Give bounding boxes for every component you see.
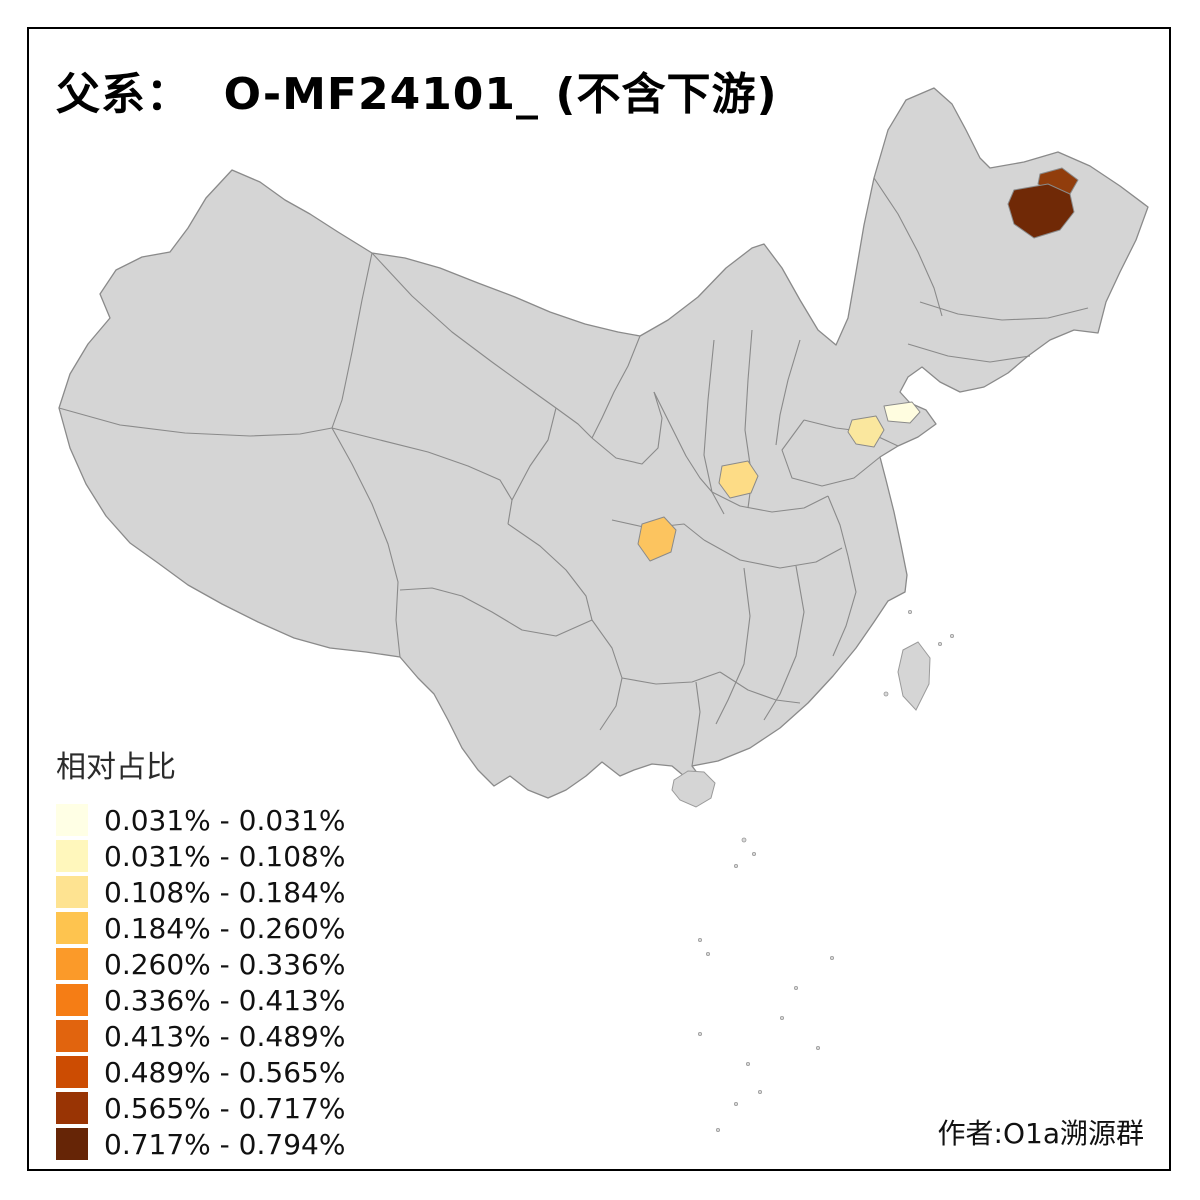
- legend-label: 0.108% - 0.184%: [104, 875, 346, 909]
- legend-item: 0.413% - 0.489%: [56, 1018, 345, 1054]
- legend-item: 0.031% - 0.031%: [56, 802, 345, 838]
- taiwan-island: [897, 641, 931, 711]
- legend-swatch: [56, 1092, 88, 1124]
- attribution: 作者:O1a溯源群: [937, 1117, 1144, 1150]
- highlighted-regions: [637, 167, 1079, 562]
- hainan-island: [671, 770, 716, 808]
- legend-label: 0.413% - 0.489%: [104, 1019, 346, 1053]
- legend-swatch: [56, 804, 88, 836]
- legend-item: 0.489% - 0.565%: [56, 1054, 345, 1090]
- legend-item: 0.260% - 0.336%: [56, 946, 345, 982]
- map-title: 父系： O-MF24101_ (不含下游): [56, 69, 778, 120]
- legend-item: 0.565% - 0.717%: [56, 1090, 345, 1126]
- legend-item: 0.108% - 0.184%: [56, 874, 345, 910]
- province-boundaries: [58, 177, 1089, 767]
- legend-label: 0.717% - 0.794%: [104, 1127, 346, 1161]
- legend-swatch: [56, 948, 88, 980]
- legend-item: 0.184% - 0.260%: [56, 910, 345, 946]
- highlight-shandong-pale: [883, 401, 921, 424]
- legend-swatch: [56, 1128, 88, 1160]
- legend-swatch: [56, 840, 88, 872]
- small-islands: [698, 610, 955, 1133]
- legend-label: 0.260% - 0.336%: [104, 947, 346, 981]
- legend-label: 0.184% - 0.260%: [104, 911, 346, 945]
- legend-label: 0.565% - 0.717%: [104, 1091, 346, 1125]
- legend-swatch: [56, 1056, 88, 1088]
- highlight-shandong-light: [847, 415, 885, 448]
- legend-title: 相对占比: [56, 750, 176, 785]
- china-mainland-outline: [58, 87, 1149, 799]
- highlight-northeast-main: [1007, 183, 1075, 239]
- highlight-shaanxi-south: [637, 516, 677, 562]
- legend-swatch: [56, 984, 88, 1016]
- legend-label: 0.031% - 0.108%: [104, 839, 346, 873]
- highlight-henan-west: [718, 460, 759, 499]
- legend-label: 0.336% - 0.413%: [104, 983, 346, 1017]
- legend-swatch: [56, 912, 88, 944]
- legend: 相对占比 0.031% - 0.031% 0.031% - 0.108% 0.1…: [56, 742, 345, 1162]
- legend-swatch: [56, 876, 88, 908]
- legend-label: 0.031% - 0.031%: [104, 803, 346, 837]
- legend-item: 0.717% - 0.794%: [56, 1126, 345, 1162]
- legend-item: 0.336% - 0.413%: [56, 982, 345, 1018]
- legend-swatch: [56, 1020, 88, 1052]
- legend-item: 0.031% - 0.108%: [56, 838, 345, 874]
- legend-label: 0.489% - 0.565%: [104, 1055, 346, 1089]
